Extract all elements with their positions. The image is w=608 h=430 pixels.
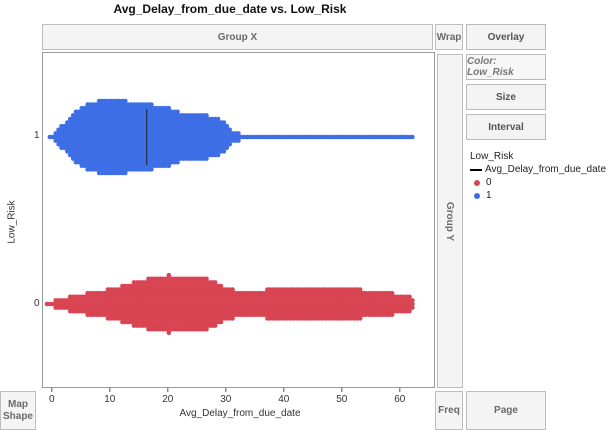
x-tick-label: 20 <box>162 394 174 405</box>
data-point <box>230 287 235 292</box>
data-point <box>389 290 395 296</box>
data-point <box>204 276 209 282</box>
plot-svg <box>44 98 415 336</box>
data-point <box>410 301 415 307</box>
x-tick-label: 30 <box>220 394 232 405</box>
data-point <box>123 170 128 176</box>
data-point <box>175 109 180 115</box>
data-point <box>389 312 395 318</box>
data-point <box>407 308 412 314</box>
data-point <box>357 287 363 292</box>
x-tick-label: 10 <box>104 394 116 405</box>
freq-drop-zone[interactable]: Freq <box>435 391 463 430</box>
size-button[interactable]: Size <box>466 84 546 110</box>
group-y-drop-zone[interactable]: Group Y <box>437 54 463 388</box>
data-point <box>166 330 172 336</box>
data-point <box>218 283 224 289</box>
data-point <box>407 294 412 300</box>
page-label: Page <box>494 405 518 416</box>
data-point <box>212 323 218 328</box>
data-point <box>230 316 235 321</box>
data-point <box>227 127 232 133</box>
data-point <box>166 105 172 111</box>
legend-item-1-label: 1 <box>486 190 492 201</box>
data-point <box>410 298 415 303</box>
data-point <box>227 141 232 147</box>
map-shape-drop-zone[interactable]: Map Shape <box>0 391 36 430</box>
data-point <box>204 113 209 118</box>
data-point <box>221 120 227 125</box>
data-point <box>204 326 209 332</box>
data-point <box>149 167 154 172</box>
legend-item-0-label: 0 <box>486 177 492 188</box>
legend-line-item: Avg_Delay_from_due_date <box>470 163 606 176</box>
data-point <box>215 152 221 158</box>
data-point <box>236 131 241 136</box>
graph-title: Avg_Delay_from_due_date vs. Low_Risk <box>113 2 347 16</box>
data-point <box>204 156 209 161</box>
group-x-drop-zone[interactable]: Group X <box>42 24 433 50</box>
x-tick-label: 0 <box>49 394 55 405</box>
data-point <box>212 280 218 285</box>
wrap-label: Wrap <box>436 31 462 43</box>
map-shape-label-line2: Shape <box>2 410 33 422</box>
legend-title: Low_Risk <box>470 151 514 162</box>
x-axis: 0 10 20 30 40 50 60 <box>49 388 406 405</box>
data-point <box>218 319 224 325</box>
wrap-drop-zone[interactable]: Wrap <box>435 24 463 50</box>
color-button[interactable]: Color: Low_Risk <box>466 54 546 80</box>
freq-label: Freq <box>438 405 460 416</box>
x-tick-label: 50 <box>336 394 348 405</box>
data-point <box>410 134 415 140</box>
overlay-label: Overlay <box>487 31 525 43</box>
data-point <box>166 272 172 278</box>
x-axis-label: Avg_Delay_from_due_date <box>179 408 301 419</box>
legend-line-swatch <box>470 168 482 171</box>
series-1-points <box>47 98 415 176</box>
interval-button[interactable]: Interval <box>466 114 546 140</box>
map-shape-label-line1: Map <box>8 398 28 410</box>
y-tick-0: 0 <box>34 298 40 309</box>
series-0-points <box>44 272 415 336</box>
data-point <box>410 305 415 310</box>
page-drop-zone[interactable]: Page <box>466 391 546 430</box>
group-y-label: Group Y <box>444 201 456 241</box>
data-point <box>215 116 221 122</box>
size-label: Size <box>495 91 516 103</box>
legend-item-0[interactable]: 0 <box>470 176 606 189</box>
group-x-label: Group X <box>217 31 258 43</box>
x-tick-label: 40 <box>278 394 290 405</box>
data-point <box>123 98 128 104</box>
data-point <box>357 316 363 321</box>
legend-item-1[interactable]: 1 <box>470 189 606 202</box>
y-axis-label: Low_Risk <box>6 200 18 244</box>
data-point <box>224 123 230 129</box>
plot-area[interactable] <box>42 52 435 388</box>
interval-label: Interval <box>488 121 524 133</box>
data-point <box>149 102 154 107</box>
data-point <box>221 149 227 154</box>
x-tick-label: 60 <box>394 394 406 405</box>
data-point <box>224 145 230 151</box>
legend-dot-1 <box>474 192 480 199</box>
y-tick-1: 1 <box>34 130 40 141</box>
data-point <box>175 159 180 165</box>
legend-dot-0 <box>474 179 480 186</box>
overlay-button[interactable]: Overlay <box>466 24 546 50</box>
data-point <box>166 163 172 169</box>
data-point <box>236 138 241 143</box>
legend-line-label: Avg_Delay_from_due_date <box>485 164 607 175</box>
legend: Low_Risk Avg_Delay_from_due_date 0 1 <box>470 150 606 202</box>
color-label: Color: Low_Risk <box>467 56 514 78</box>
